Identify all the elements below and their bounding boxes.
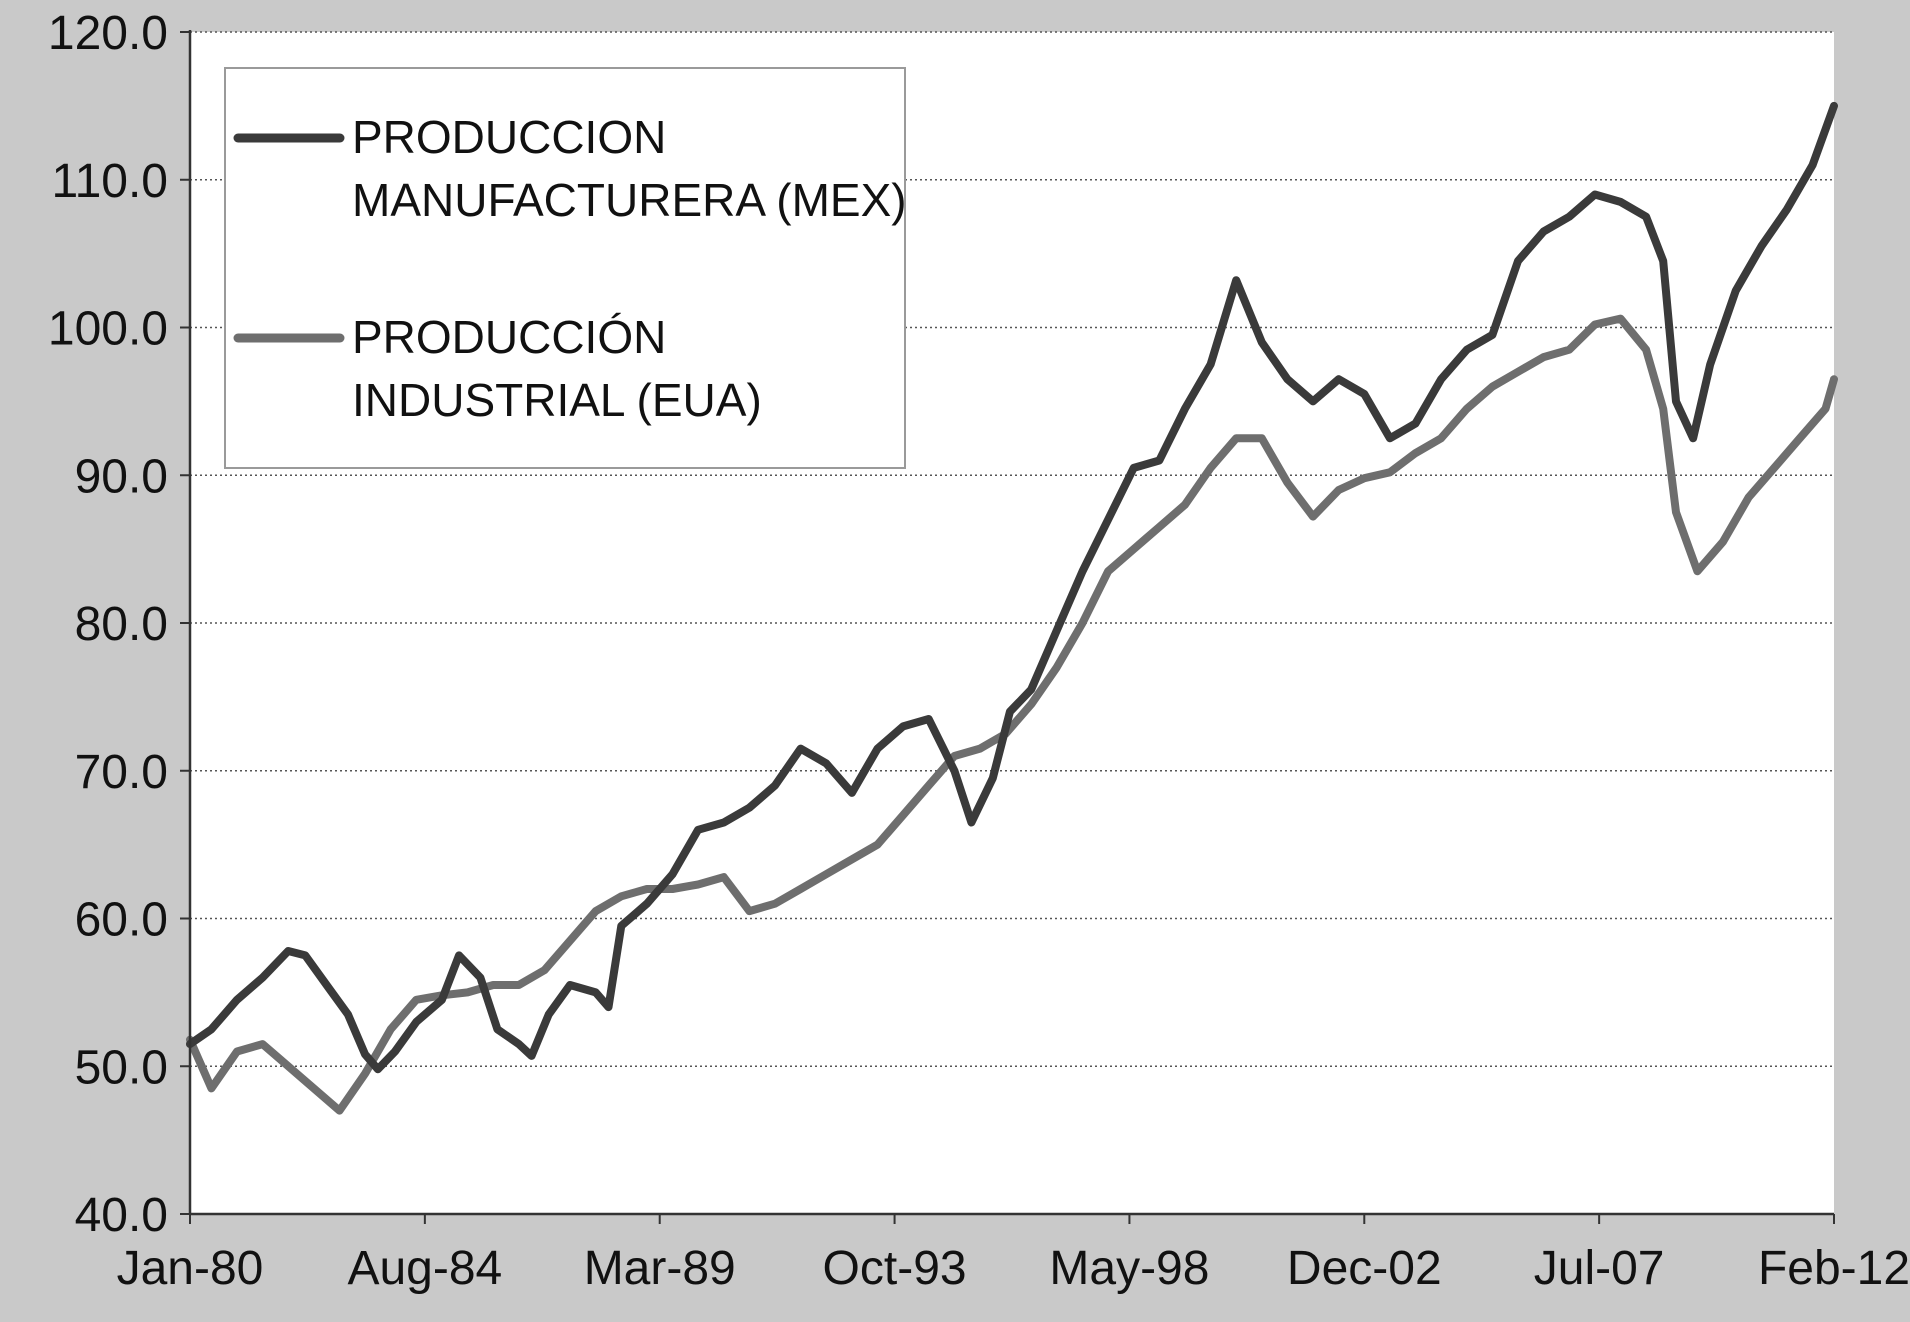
y-tick-label: 50.0 [75,1041,168,1094]
x-tick-label: Mar-89 [584,1242,736,1295]
legend-label-eua-line2: INDUSTRIAL (EUA) [352,374,762,426]
x-tick-label: Aug-84 [347,1242,502,1295]
x-tick-label: Jan-80 [117,1242,264,1295]
x-tick-label: Dec-02 [1287,1242,1442,1295]
legend: PRODUCCION MANUFACTURERA (MEX) PRODUCCIÓ… [225,68,907,468]
legend-label-mex-line2: MANUFACTURERA (MEX) [352,174,907,226]
y-tick-label: 70.0 [75,746,168,799]
legend-label-mex-line1: PRODUCCION [352,111,666,163]
y-tick-label: 80.0 [75,598,168,651]
x-tick-label: Jul-07 [1534,1242,1665,1295]
y-tick-label: 60.0 [75,894,168,947]
y-tick-label: 120.0 [48,7,168,60]
x-tick-label: Oct-93 [823,1242,967,1295]
legend-label-eua-line1: PRODUCCIÓN [352,311,666,363]
x-tick-label: May-98 [1049,1242,1209,1295]
y-tick-label: 40.0 [75,1189,168,1242]
x-tick-label: Feb-12 [1758,1242,1910,1295]
y-tick-label: 100.0 [48,303,168,356]
y-tick-label: 90.0 [75,450,168,503]
y-tick-label: 110.0 [51,155,168,208]
